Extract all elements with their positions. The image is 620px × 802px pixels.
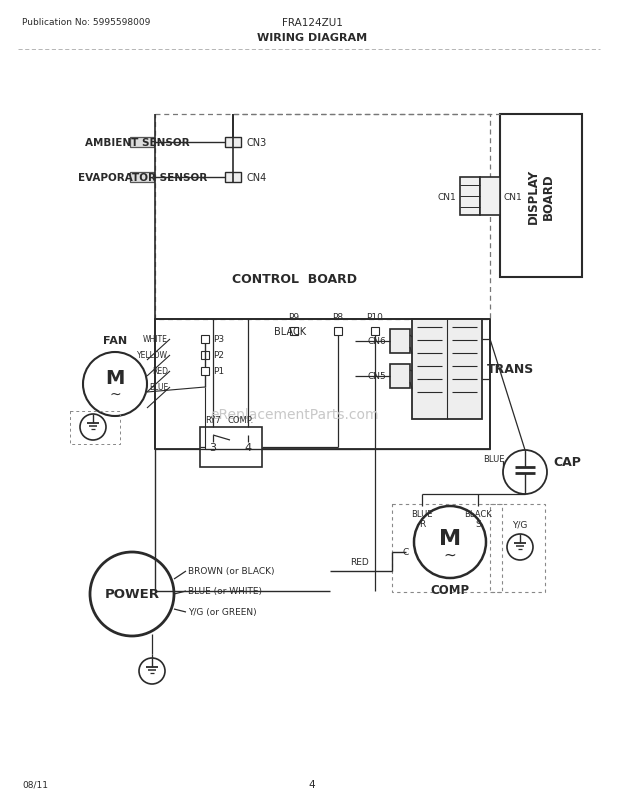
Bar bbox=[225, 138, 241, 148]
Text: BLUE: BLUE bbox=[411, 510, 433, 519]
Text: EVAPORATOR SENSOR: EVAPORATOR SENSOR bbox=[78, 172, 207, 183]
Bar bbox=[201, 367, 209, 375]
Text: CN1: CN1 bbox=[437, 192, 456, 201]
Text: 3: 3 bbox=[210, 443, 216, 452]
Bar bbox=[500, 115, 582, 277]
Text: CONTROL  BOARD: CONTROL BOARD bbox=[232, 273, 358, 286]
Bar bbox=[390, 330, 410, 354]
Bar bbox=[155, 115, 490, 320]
Text: P1: P1 bbox=[213, 367, 224, 376]
Text: RED: RED bbox=[351, 557, 370, 566]
Text: BLUE: BLUE bbox=[149, 383, 168, 392]
Text: CAP: CAP bbox=[553, 456, 581, 469]
Bar bbox=[490, 504, 545, 592]
Text: BLACK: BLACK bbox=[274, 326, 306, 337]
Text: S: S bbox=[475, 520, 481, 529]
Bar bbox=[225, 172, 241, 183]
Text: 08/11: 08/11 bbox=[22, 780, 48, 788]
Text: CN6: CN6 bbox=[367, 337, 386, 346]
Text: R: R bbox=[419, 520, 425, 529]
Text: BLUE: BLUE bbox=[483, 455, 505, 464]
Bar bbox=[392, 504, 502, 592]
Text: WIRING DIAGRAM: WIRING DIAGRAM bbox=[257, 33, 367, 43]
Text: Y/G (or GREEN): Y/G (or GREEN) bbox=[188, 608, 257, 617]
Text: BLUE (or WHITE): BLUE (or WHITE) bbox=[188, 587, 262, 596]
Text: eReplacementParts.com: eReplacementParts.com bbox=[211, 407, 379, 422]
Text: P10: P10 bbox=[366, 313, 383, 322]
Bar bbox=[130, 138, 154, 148]
Bar bbox=[155, 320, 490, 449]
Text: COMP.: COMP. bbox=[228, 415, 254, 424]
Text: WHITE: WHITE bbox=[143, 335, 168, 344]
Text: FAN: FAN bbox=[103, 335, 127, 346]
Text: Y/G: Y/G bbox=[512, 520, 528, 529]
Text: P2: P2 bbox=[213, 351, 224, 360]
Text: AMBIENT SENSOR: AMBIENT SENSOR bbox=[85, 138, 190, 148]
Text: FRA124ZU1: FRA124ZU1 bbox=[281, 18, 342, 28]
Text: P3: P3 bbox=[213, 335, 224, 344]
Bar bbox=[130, 172, 154, 183]
Text: POWER: POWER bbox=[105, 588, 159, 601]
Bar bbox=[290, 327, 298, 335]
Text: YELLOW: YELLOW bbox=[137, 351, 168, 360]
Text: CN3: CN3 bbox=[247, 138, 267, 148]
Bar bbox=[412, 320, 482, 419]
Text: 4: 4 bbox=[244, 443, 252, 452]
Text: BLACK: BLACK bbox=[464, 510, 492, 519]
Text: Publication No: 5995598009: Publication No: 5995598009 bbox=[22, 18, 151, 27]
Bar bbox=[480, 178, 500, 216]
Bar bbox=[390, 365, 410, 388]
Bar bbox=[201, 351, 209, 359]
Text: M: M bbox=[439, 529, 461, 549]
Bar bbox=[200, 427, 262, 468]
Text: ~: ~ bbox=[444, 547, 456, 561]
Text: CN4: CN4 bbox=[247, 172, 267, 183]
Text: CN1: CN1 bbox=[504, 192, 523, 201]
Text: DISPLAY
BOARD: DISPLAY BOARD bbox=[527, 168, 555, 224]
Bar bbox=[334, 327, 342, 335]
Bar bbox=[70, 411, 120, 444]
Text: C: C bbox=[403, 548, 409, 557]
Text: BROWN (or BLACK): BROWN (or BLACK) bbox=[188, 567, 275, 576]
Text: ~: ~ bbox=[109, 387, 121, 402]
Text: 4: 4 bbox=[309, 779, 316, 789]
Text: P8: P8 bbox=[332, 313, 343, 322]
Text: CN5: CN5 bbox=[367, 372, 386, 381]
Text: COMP: COMP bbox=[430, 584, 469, 597]
Bar bbox=[460, 178, 480, 216]
Bar bbox=[201, 335, 209, 343]
Text: TRANS: TRANS bbox=[487, 363, 534, 376]
Text: RY7: RY7 bbox=[205, 415, 221, 424]
Text: M: M bbox=[105, 369, 125, 388]
Text: P9: P9 bbox=[288, 313, 299, 322]
Bar bbox=[371, 327, 379, 335]
Text: RED: RED bbox=[152, 367, 168, 376]
